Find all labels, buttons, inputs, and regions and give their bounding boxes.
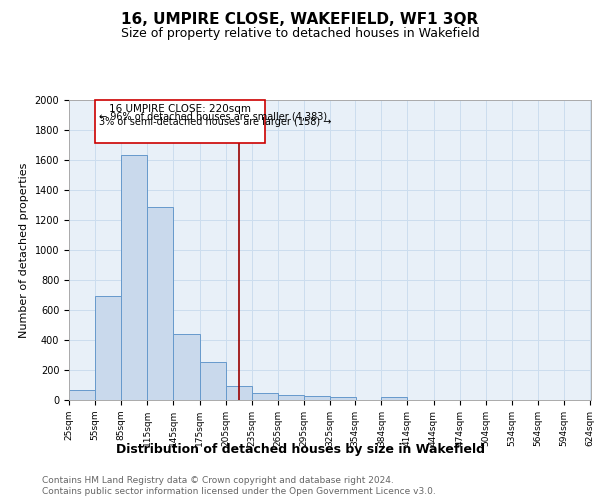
Text: Distribution of detached houses by size in Wakefield: Distribution of detached houses by size … bbox=[115, 442, 485, 456]
Text: Contains public sector information licensed under the Open Government Licence v3: Contains public sector information licen… bbox=[42, 488, 436, 496]
Text: Size of property relative to detached houses in Wakefield: Size of property relative to detached ho… bbox=[121, 28, 479, 40]
Bar bbox=[148, 207, 173, 400]
Bar bbox=[121, 155, 148, 400]
Bar bbox=[173, 334, 200, 400]
Bar bbox=[304, 396, 330, 400]
Bar bbox=[278, 395, 304, 400]
Bar bbox=[330, 398, 356, 400]
Bar bbox=[200, 362, 226, 400]
Bar bbox=[382, 398, 407, 400]
Text: 16, UMPIRE CLOSE, WAKEFIELD, WF1 3QR: 16, UMPIRE CLOSE, WAKEFIELD, WF1 3QR bbox=[121, 12, 479, 28]
Bar bbox=[95, 296, 121, 400]
Text: Contains HM Land Registry data © Crown copyright and database right 2024.: Contains HM Land Registry data © Crown c… bbox=[42, 476, 394, 485]
FancyBboxPatch shape bbox=[95, 100, 265, 143]
Text: 16 UMPIRE CLOSE: 220sqm: 16 UMPIRE CLOSE: 220sqm bbox=[109, 104, 251, 114]
Bar bbox=[252, 392, 278, 400]
Text: 3% of semi-detached houses are larger (158) →: 3% of semi-detached houses are larger (1… bbox=[98, 117, 331, 127]
Bar bbox=[226, 386, 252, 400]
Text: ← 96% of detached houses are smaller (4,383): ← 96% of detached houses are smaller (4,… bbox=[98, 112, 327, 121]
Bar bbox=[69, 390, 95, 400]
Y-axis label: Number of detached properties: Number of detached properties bbox=[19, 162, 29, 338]
